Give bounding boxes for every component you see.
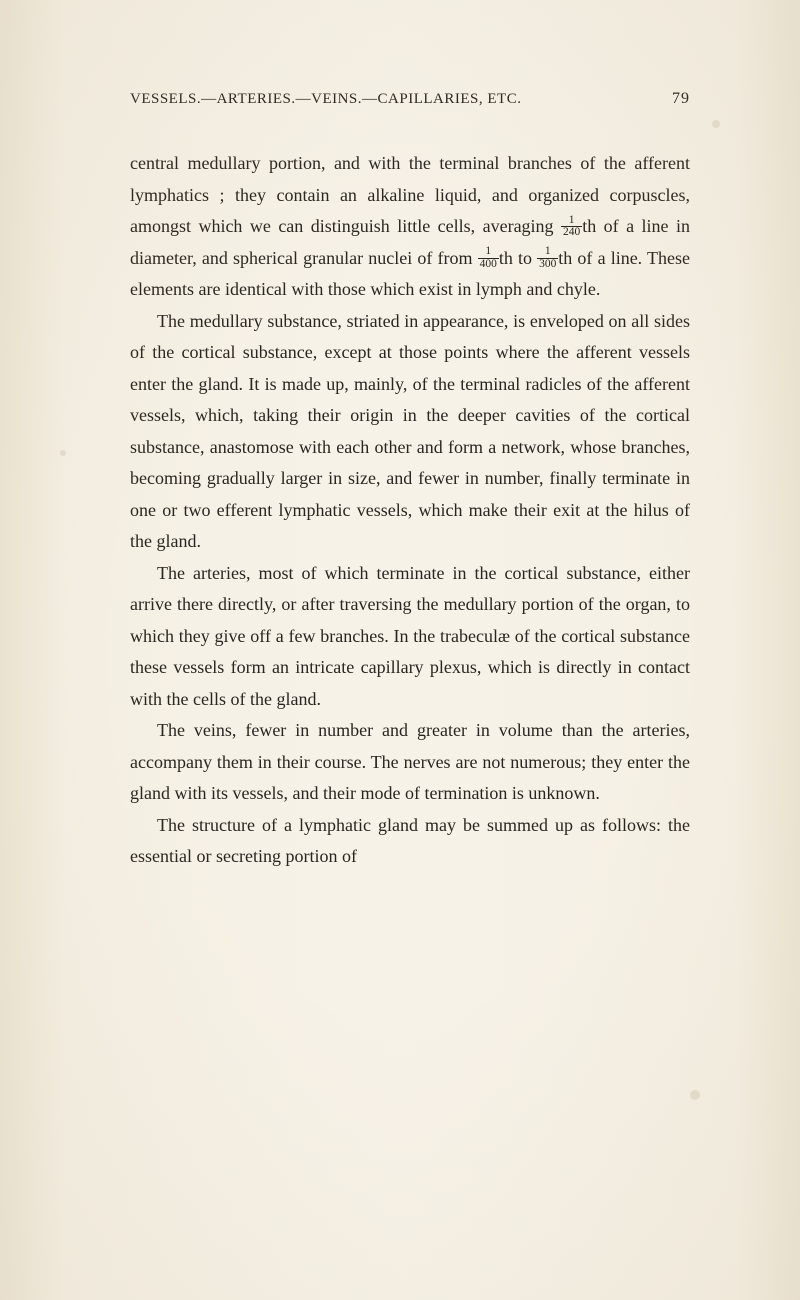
frac2-den: 400 bbox=[478, 259, 499, 270]
header-line: VESSELS.—ARTERIES.—VEINS.—CAPILLARIES, E… bbox=[130, 90, 690, 108]
body-text: central medullary portion, and with the … bbox=[130, 148, 690, 873]
p4-text: The veins, fewer in number and greater i… bbox=[130, 720, 690, 803]
frac3-num: 1 bbox=[537, 246, 558, 258]
frac3-den: 300 bbox=[537, 259, 558, 270]
running-header: VESSELS.—ARTERIES.—VEINS.—CAPILLARIES, E… bbox=[130, 90, 690, 108]
paragraph-4: The veins, fewer in number and greater i… bbox=[130, 715, 690, 810]
age-spot-2 bbox=[60, 450, 66, 456]
running-title: VESSELS.—ARTERIES.—VEINS.—CAPILLARIES, E… bbox=[130, 91, 521, 108]
p1-text-3: th to bbox=[499, 248, 537, 268]
frac1-den: 240 bbox=[561, 227, 582, 238]
paragraph-1: central medullary portion, and with the … bbox=[130, 148, 690, 306]
p3-text: The arteries, most of which terminate in… bbox=[130, 563, 690, 709]
fraction-3: 1300 bbox=[537, 246, 558, 270]
paragraph-2: The medullary substance, striated in app… bbox=[130, 306, 690, 558]
age-spot-3 bbox=[690, 1090, 700, 1100]
p5-text: The structure of a lymphatic gland may b… bbox=[130, 815, 690, 867]
page-number: 79 bbox=[672, 90, 690, 108]
page-container: VESSELS.—ARTERIES.—VEINS.—CAPILLARIES, E… bbox=[0, 0, 800, 1300]
age-spot-1 bbox=[712, 120, 720, 128]
frac2-num: 1 bbox=[478, 246, 499, 258]
fraction-2: 1400 bbox=[478, 246, 499, 270]
paragraph-3: The arteries, most of which terminate in… bbox=[130, 558, 690, 716]
paragraph-5: The structure of a lymphatic gland may b… bbox=[130, 810, 690, 873]
fraction-1: 1240 bbox=[561, 215, 582, 239]
p2-text: The medullary substance, striated in app… bbox=[130, 311, 690, 552]
